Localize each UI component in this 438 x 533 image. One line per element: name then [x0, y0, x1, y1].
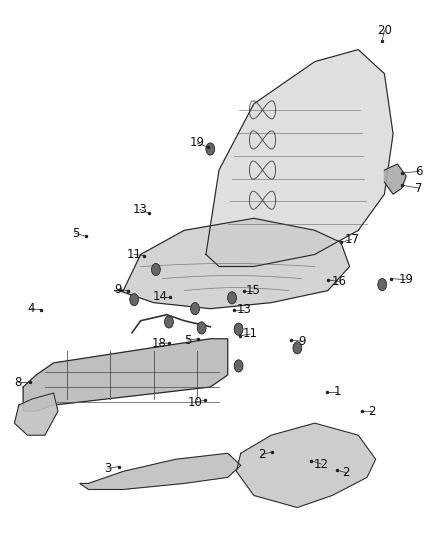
Text: 17: 17 [344, 233, 359, 246]
Text: 5: 5 [72, 227, 79, 240]
Text: 6: 6 [416, 165, 423, 178]
Circle shape [165, 316, 173, 328]
Text: 5: 5 [184, 334, 191, 346]
Text: 12: 12 [314, 458, 329, 471]
Text: 19: 19 [190, 136, 205, 149]
Polygon shape [206, 50, 393, 266]
Polygon shape [23, 339, 228, 411]
Text: 2: 2 [258, 448, 265, 461]
Circle shape [234, 360, 243, 372]
Text: 19: 19 [399, 273, 413, 286]
Text: 9: 9 [298, 335, 305, 348]
Circle shape [152, 263, 160, 276]
Text: 11: 11 [243, 327, 258, 341]
Circle shape [293, 342, 302, 354]
Circle shape [228, 292, 237, 304]
Text: 2: 2 [368, 405, 376, 418]
Text: 10: 10 [187, 395, 202, 409]
Circle shape [191, 303, 199, 314]
Text: 13: 13 [132, 203, 147, 216]
Text: 9: 9 [114, 283, 122, 296]
Text: 16: 16 [331, 275, 346, 288]
Text: 18: 18 [152, 337, 166, 350]
Circle shape [206, 143, 215, 155]
Text: 2: 2 [343, 466, 350, 479]
Text: 7: 7 [416, 182, 423, 195]
Polygon shape [385, 164, 406, 194]
Circle shape [130, 294, 138, 305]
Circle shape [234, 323, 243, 335]
Polygon shape [115, 219, 350, 309]
Text: 4: 4 [27, 302, 35, 315]
Text: 8: 8 [14, 376, 21, 389]
Polygon shape [237, 423, 376, 507]
Circle shape [197, 322, 206, 334]
Text: 3: 3 [104, 462, 112, 475]
Polygon shape [80, 453, 241, 489]
Text: 15: 15 [246, 284, 260, 297]
Text: 1: 1 [334, 385, 341, 398]
Text: 20: 20 [377, 24, 392, 37]
Circle shape [378, 279, 387, 290]
Polygon shape [14, 393, 58, 435]
Text: 13: 13 [237, 303, 252, 317]
Text: 14: 14 [153, 290, 168, 303]
Text: 11: 11 [127, 248, 141, 261]
